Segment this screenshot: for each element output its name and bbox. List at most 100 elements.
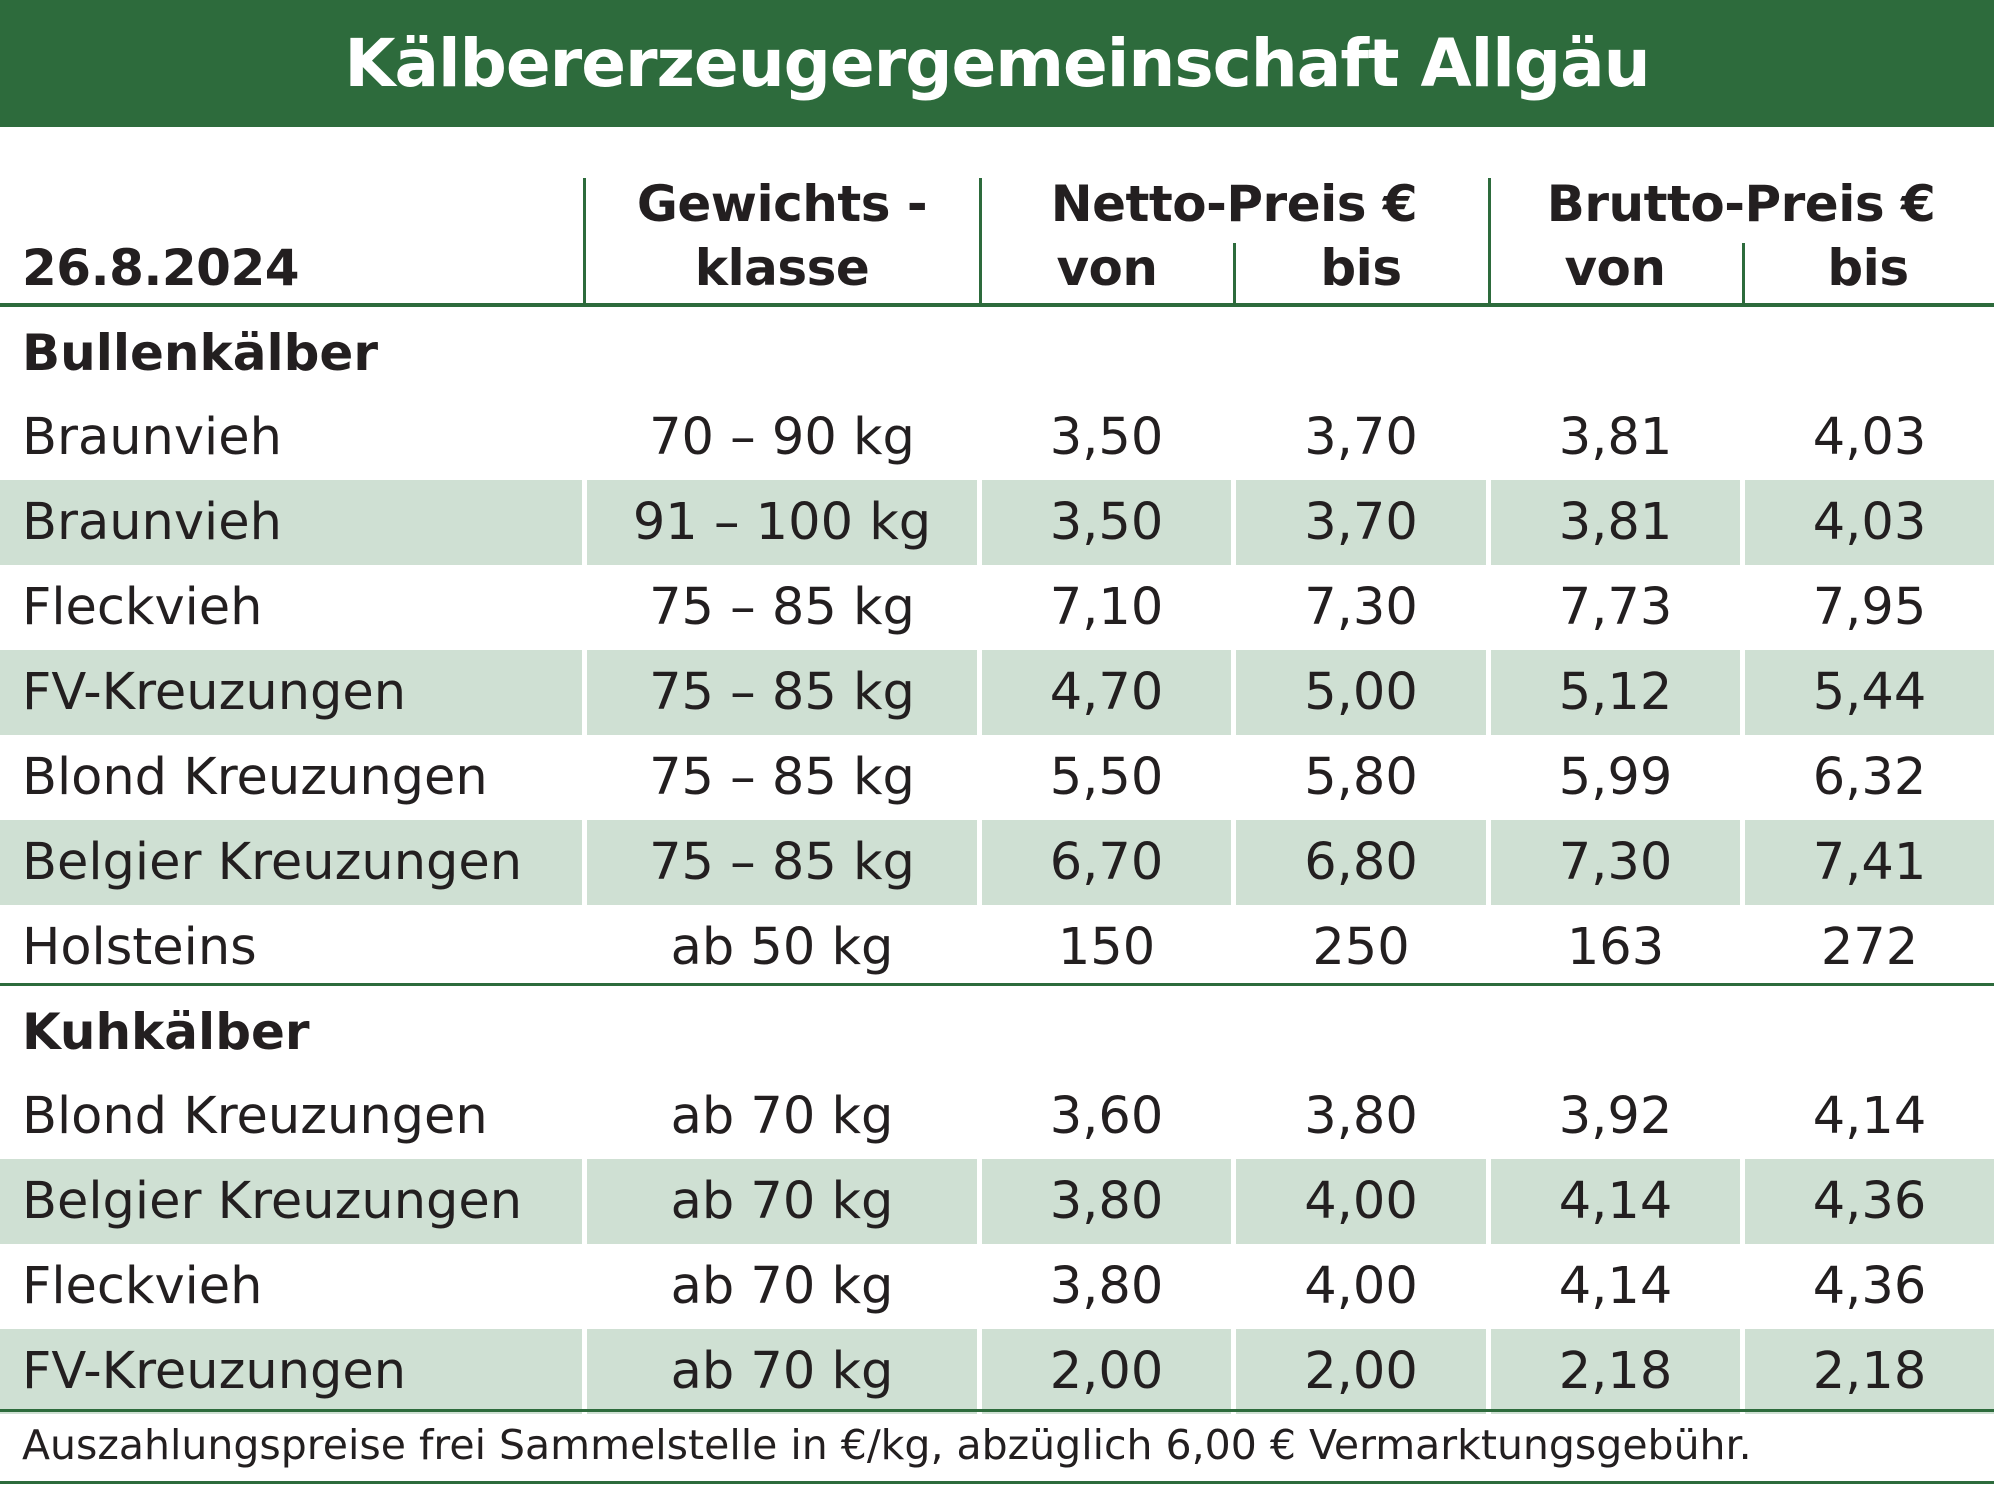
table-row: Fleckvieh 75 – 85 kg 7,10 7,30 7,73 7,95 [0,565,1994,650]
title-bar: Kälbererzeugergemeinschaft Allgäu [0,0,1994,127]
footer-rule [0,1481,1994,1484]
brutto-von-header: von [1564,239,1666,297]
row-brutto-bis: 272 [1820,918,1919,977]
weight-header-line2: klasse [694,239,870,297]
row-netto-bis: 5,80 [1304,748,1418,807]
row-brutto-von: 2,18 [1491,1329,1740,1414]
row-brutto-bis: 7,41 [1745,820,1994,905]
row-name: FV-Kreuzungen [0,650,582,735]
row-brutto-bis: 4,03 [1812,408,1927,467]
row-netto-bis: 250 [1312,918,1410,977]
row-netto-von: 3,80 [982,1159,1231,1244]
footnote: Auszahlungspreise frei Sammelstelle in €… [22,1421,1752,1469]
row-brutto-von: 7,73 [1558,578,1673,637]
row-name: Blond Kreuzungen [22,748,488,807]
table-row: Fleckvieh ab 70 kg 3,80 4,00 4,14 4,36 [0,1244,1994,1329]
row-name: FV-Kreuzungen [0,1329,582,1414]
header-divider [1742,243,1745,305]
table-bottom-rule [0,1409,1994,1412]
row-netto-bis: 5,00 [1236,650,1486,735]
netto-bis-header: bis [1320,239,1402,297]
page-title: Kälbererzeugergemeinschaft Allgäu [344,25,1650,102]
header-divider [1488,178,1491,305]
row-netto-von: 150 [1057,918,1156,977]
section-divider [0,983,1994,986]
row-weight: 75 – 85 kg [587,820,977,905]
row-netto-von: 7,10 [1049,578,1164,637]
row-name: Belgier Kreuzungen [0,1159,582,1244]
row-netto-bis: 3,80 [1304,1087,1418,1146]
table-row: Braunvieh 91 – 100 kg 3,50 3,70 3,81 4,0… [0,480,1994,565]
row-netto-von: 6,70 [982,820,1231,905]
section-title-bullenkaelber: Bullenkälber [22,324,378,382]
row-weight: ab 50 kg [670,918,894,977]
row-brutto-bis: 4,36 [1745,1159,1994,1244]
table-row: Belgier Kreuzungen ab 70 kg 3,80 4,00 4,… [0,1159,1994,1244]
section-title-kuhkaelber: Kuhkälber [22,1003,310,1061]
row-netto-von: 3,80 [1049,1257,1164,1316]
row-weight: ab 70 kg [587,1159,977,1244]
row-weight: ab 70 kg [587,1329,977,1414]
row-netto-bis: 4,00 [1304,1257,1418,1316]
header-divider [583,178,586,305]
brutto-bis-header: bis [1827,239,1909,297]
table-row: Holsteins ab 50 kg 150 250 163 272 [0,905,1994,990]
row-weight: 91 – 100 kg [587,480,977,565]
row-brutto-von: 163 [1566,918,1665,977]
table-row: Braunvieh 70 – 90 kg 3,50 3,70 3,81 4,03 [0,395,1994,480]
header-rule [0,303,1994,307]
row-brutto-von: 3,92 [1558,1087,1673,1146]
row-brutto-bis: 6,32 [1812,748,1927,807]
row-netto-bis: 2,00 [1236,1329,1486,1414]
row-brutto-von: 5,12 [1491,650,1740,735]
row-brutto-bis: 5,44 [1745,650,1994,735]
row-brutto-bis: 4,14 [1812,1087,1927,1146]
row-netto-von: 3,50 [1049,408,1164,467]
row-netto-bis: 6,80 [1236,820,1486,905]
table-row: Belgier Kreuzungen 75 – 85 kg 6,70 6,80 … [0,820,1994,905]
table-row: FV-Kreuzungen 75 – 85 kg 4,70 5,00 5,12 … [0,650,1994,735]
row-netto-bis: 3,70 [1304,408,1418,467]
row-netto-bis: 4,00 [1236,1159,1486,1244]
row-weight: 75 – 85 kg [649,578,915,637]
row-name: Braunvieh [22,408,282,467]
row-netto-von: 2,00 [982,1329,1231,1414]
row-brutto-von: 4,14 [1491,1159,1740,1244]
row-netto-von: 4,70 [982,650,1231,735]
table-row: Blond Kreuzungen ab 70 kg 3,60 3,80 3,92… [0,1074,1994,1159]
row-netto-bis: 7,30 [1304,578,1418,637]
row-brutto-bis: 2,18 [1745,1329,1994,1414]
row-name: Fleckvieh [22,578,263,637]
row-name: Belgier Kreuzungen [0,820,582,905]
row-weight: ab 70 kg [670,1257,894,1316]
row-brutto-von: 7,30 [1491,820,1740,905]
row-name: Blond Kreuzungen [22,1087,488,1146]
table-row: Blond Kreuzungen 75 – 85 kg 5,50 5,80 5,… [0,735,1994,820]
row-brutto-bis: 4,03 [1745,480,1994,565]
header-divider [979,178,982,305]
row-weight: ab 70 kg [670,1087,894,1146]
header-divider [1233,243,1236,305]
row-brutto-bis: 4,36 [1812,1257,1927,1316]
row-weight: 75 – 85 kg [649,748,915,807]
row-weight: 70 – 90 kg [649,408,915,467]
row-brutto-bis: 7,95 [1812,578,1927,637]
row-brutto-von: 5,99 [1558,748,1673,807]
row-name: Holsteins [22,918,257,977]
date-header: 26.8.2024 [22,239,300,297]
netto-von-header: von [1056,239,1158,297]
weight-header-line1: Gewichts - [636,175,928,233]
row-netto-von: 3,60 [1049,1087,1164,1146]
netto-header: Netto-Preis € [1050,175,1418,233]
row-name: Braunvieh [0,480,582,565]
row-name: Fleckvieh [22,1257,263,1316]
row-brutto-von: 4,14 [1558,1257,1673,1316]
row-weight: 75 – 85 kg [587,650,977,735]
row-netto-bis: 3,70 [1236,480,1486,565]
row-brutto-von: 3,81 [1491,480,1740,565]
brutto-header: Brutto-Preis € [1546,175,1936,233]
row-netto-von: 3,50 [982,480,1231,565]
table-row: FV-Kreuzungen ab 70 kg 2,00 2,00 2,18 2,… [0,1329,1994,1414]
row-brutto-von: 3,81 [1558,408,1673,467]
row-netto-von: 5,50 [1049,748,1164,807]
